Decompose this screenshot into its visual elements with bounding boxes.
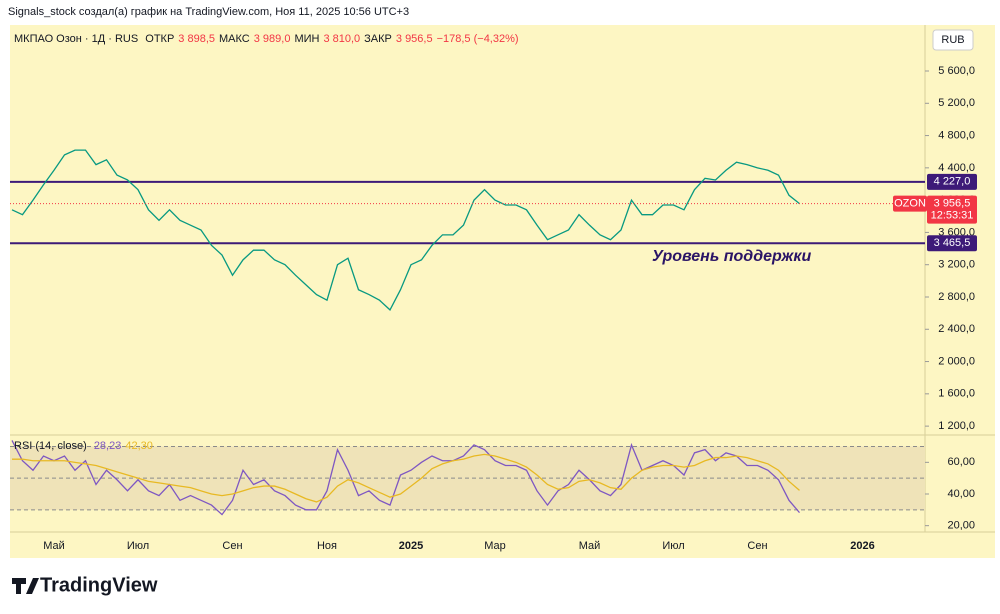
x-tick-label: Ноя [317, 540, 337, 552]
x-tick-label: 2025 [399, 540, 423, 552]
x-tick-label: Сен [747, 540, 767, 552]
logo-text: TradingView [40, 574, 158, 596]
y-tick-label: 60,00 [947, 456, 975, 468]
ohlc-value: 3 810,0 [323, 33, 361, 45]
x-tick-label: Май [579, 540, 601, 552]
caption: Signals_stock создал(а) график на Tradin… [8, 6, 410, 18]
countdown: 12:53:31 [931, 210, 974, 222]
y-tick-label: 20,00 [947, 520, 975, 532]
series-line [12, 453, 800, 503]
y-tick-label: 3 200,0 [938, 259, 975, 271]
rsi-value: 42,30 [125, 440, 153, 452]
ohlc-name: ОТКР [145, 33, 175, 45]
last-price: 3 956,5 [934, 198, 971, 210]
level-label: 3 465,5 [934, 237, 971, 249]
y-tick-label: 5 600,0 [938, 65, 975, 77]
currency[interactable]: RUB [941, 34, 964, 46]
currency-button[interactable] [932, 29, 974, 51]
y-tick-label: 2 000,0 [938, 355, 975, 367]
change: −178,5 (−4,32%) [436, 33, 519, 45]
x-tick-label: Мар [484, 540, 506, 552]
rsi-legend: RSI (14, close) 28,23 42,30 [14, 440, 157, 452]
ohlc-name: МИН [294, 33, 320, 45]
y-tick-label: 5 200,0 [938, 97, 975, 109]
level-label-bg [927, 235, 977, 252]
x-tick-label: Июл [662, 540, 684, 552]
legend: МКПАО Озон · 1Д · RUS ОТКР 3 898,5 МАКС 3 9… [14, 33, 523, 45]
ohlc-name: ЗАКР [364, 33, 392, 45]
x-tick-label: 2026 [850, 540, 874, 552]
x-tick-label: Июл [127, 540, 149, 552]
level-label: 4 227,0 [934, 176, 971, 188]
last-price-bg [927, 195, 977, 224]
logo-icon [12, 578, 39, 594]
x-tick-label: Сен [222, 540, 242, 552]
rsi-title: RSI (14, close) [14, 440, 87, 452]
annotation: Уровень поддержки [652, 248, 811, 265]
series-line [11, 440, 800, 516]
ohlc-value: 3 956,5 [395, 33, 433, 45]
y-tick-label: 4 400,0 [938, 162, 975, 174]
rsi-value: 28,23 [93, 440, 122, 452]
last-symbol-bg [893, 195, 927, 212]
y-tick-label: 2 400,0 [938, 323, 975, 335]
symbol: МКПАО Озон · 1Д · RUS [14, 33, 139, 45]
last-symbol: OZON [894, 198, 926, 210]
level-label-bg [927, 173, 977, 190]
ohlc-name: МАКС [219, 33, 250, 45]
x-tick-label: Май [43, 540, 65, 552]
y-tick-label: 1 200,0 [938, 420, 975, 432]
ohlc-value: 3 898,5 [178, 33, 215, 45]
y-tick-label: 1 600,0 [938, 388, 975, 400]
series-line [11, 149, 800, 311]
y-tick-label: 4 800,0 [938, 129, 975, 141]
y-tick-label: 40,00 [947, 488, 975, 500]
y-tick-label: 2 800,0 [938, 291, 975, 303]
ohlc-value: 3 989,0 [253, 33, 291, 45]
